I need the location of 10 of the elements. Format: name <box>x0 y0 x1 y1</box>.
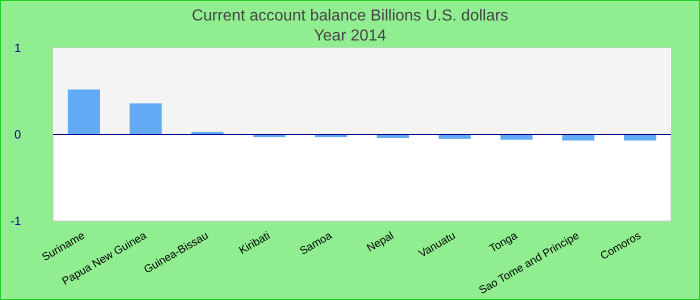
y-tick-label: 1 <box>14 41 22 55</box>
bar <box>624 134 656 141</box>
chart-title: Current account balance Billions U.S. dollars <box>192 8 508 24</box>
bar <box>130 103 162 134</box>
bar <box>562 134 594 141</box>
x-tick-label: Tonga <box>488 229 520 256</box>
y-tick-label: -1 <box>10 214 22 228</box>
bar <box>68 90 100 134</box>
y-tick-label: 0 <box>14 128 22 142</box>
chart-subtitle: Year 2014 <box>314 28 386 44</box>
